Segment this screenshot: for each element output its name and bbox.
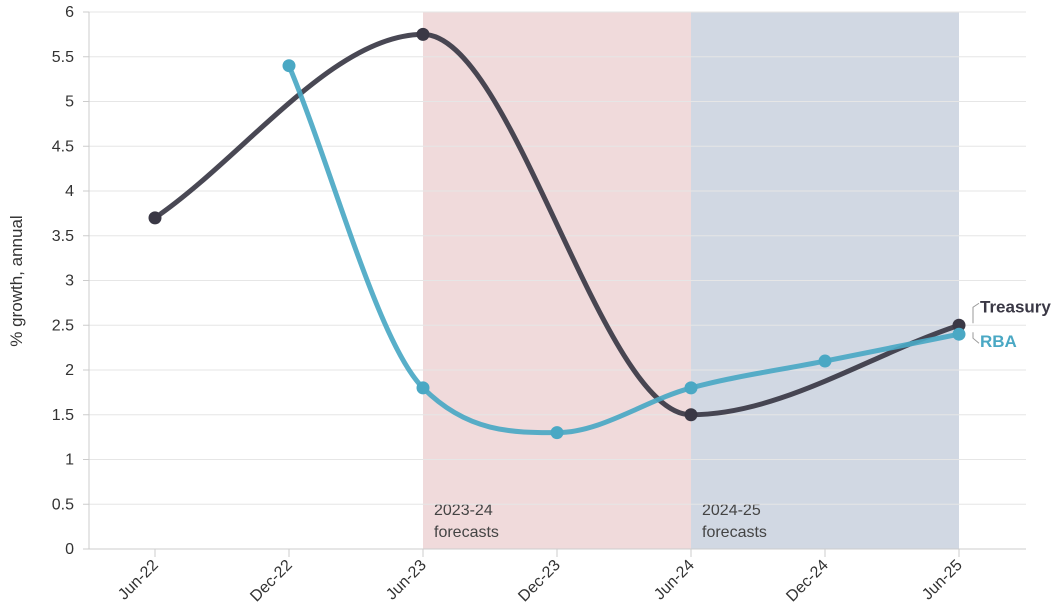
y-tick-label: 1 <box>65 452 74 469</box>
y-tick-label: 3.5 <box>52 228 74 245</box>
x-tick-label: Jun-24 <box>651 557 698 604</box>
y-tick-label: 4 <box>65 183 74 200</box>
rba-label: RBA <box>980 332 1017 351</box>
x-tick-label: Jun-22 <box>115 557 162 604</box>
rba-bracket <box>972 332 980 344</box>
forecast-region-label: forecasts <box>702 524 767 541</box>
y-tick-label: 1.5 <box>52 407 74 424</box>
x-axis-ticks: Jun-22 Dec-22 Jun-23 Dec-23 Jun-24 Dec-24 Jun-… <box>115 549 966 605</box>
rba-point <box>952 327 966 341</box>
y-tick-label: 6 <box>65 4 74 21</box>
treasury-point <box>416 27 430 41</box>
y-tick-label: 5 <box>65 94 74 111</box>
y-tick-label: 4.5 <box>52 138 74 155</box>
y-axis-title: % growth, annual <box>7 215 26 346</box>
rba-point <box>416 381 430 395</box>
y-tick-label: 2 <box>65 362 74 379</box>
y-tick-label: 2.5 <box>52 317 74 334</box>
gridlines <box>89 11 1026 550</box>
forecast-region-label: 2023-24 <box>434 502 493 519</box>
treasury-label: Treasury <box>980 297 1051 316</box>
rba-point <box>550 426 564 440</box>
series-labels: Treasury RBA <box>972 297 1051 351</box>
y-tick-label: 3 <box>65 273 74 290</box>
x-tick-label: Jun-25 <box>919 557 966 604</box>
x-tick-label: Dec-24 <box>783 557 832 606</box>
x-tick-label: Dec-23 <box>515 557 564 606</box>
x-tick-label: Jun-23 <box>383 557 430 604</box>
treasury-point <box>684 408 698 422</box>
rba-point <box>684 381 698 395</box>
series-points <box>148 27 966 440</box>
treasury-bracket <box>972 302 980 324</box>
x-tick-label: Dec-22 <box>247 557 296 606</box>
treasury-point <box>952 318 966 332</box>
treasury-point <box>148 211 162 225</box>
y-tick-label: 0 <box>65 541 74 558</box>
y-tick-label: 0.5 <box>52 496 74 513</box>
rba-point <box>282 59 296 73</box>
forecast-region-label: 2024-25 <box>702 502 761 519</box>
rba-point <box>818 354 832 368</box>
forecast-region-label: forecasts <box>434 524 499 541</box>
y-axis-ticks: 0 0.5 1 1.5 2 2.5 3 3.5 4 4.5 5 5.5 6 <box>52 4 90 558</box>
y-tick-label: 5.5 <box>52 49 74 66</box>
